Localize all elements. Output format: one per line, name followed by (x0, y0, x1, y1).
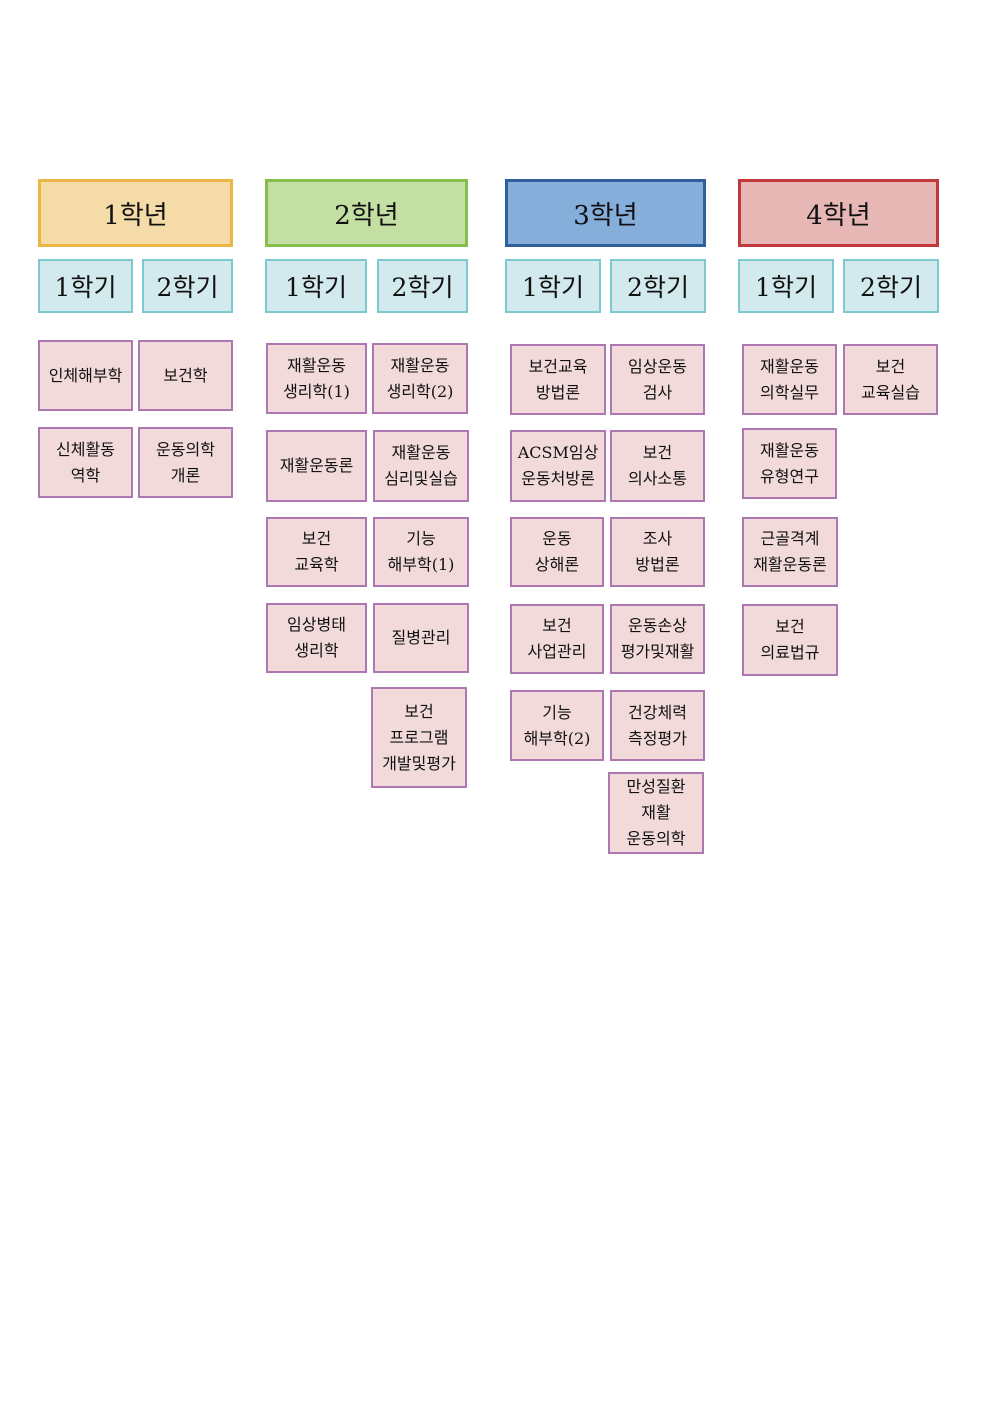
course-name-line: 상해론 (534, 555, 580, 574)
course-name-line: 생리학(1) (283, 381, 350, 401)
course-name-line: 교육학 (294, 555, 339, 574)
course-name-line: 의료법규 (760, 643, 820, 662)
course-name-line: 재활운동 (760, 440, 819, 460)
semester-header: 2학기 (142, 259, 233, 313)
semester-header: 2학기 (843, 259, 939, 313)
course-name-line: 방법론 (635, 555, 680, 574)
year-header-1: 1학년 (38, 179, 233, 247)
course-name-line: 유형연구 (760, 466, 819, 486)
course-name-line: 보건 (404, 701, 434, 721)
course-name-line: 의학실무 (760, 382, 819, 402)
course-name-line: 운동의학 (626, 829, 686, 848)
course-name-line: 재활운동 (390, 355, 450, 375)
semester-header: 1학기 (38, 259, 133, 313)
course-name-line: 의사소통 (628, 469, 687, 488)
course-name-line: 생리학 (294, 641, 339, 660)
course-name-line: 재활운동 (287, 355, 346, 375)
semester-header: 1학기 (505, 259, 601, 313)
course-name-line: 검사 (642, 382, 673, 402)
course-name-line: 운동 (542, 529, 572, 548)
course-box: 인체해부학 (38, 340, 133, 411)
course-name-line: 재활 (641, 803, 671, 822)
semester-header: 1학기 (265, 259, 367, 313)
course-name-line: 운동처방론 (521, 469, 595, 488)
course-name-line: 운동의학 (156, 439, 215, 459)
course-name-line: 사업관리 (527, 642, 587, 661)
course-name-line: 역학 (70, 465, 101, 485)
semester-header: 2학기 (610, 259, 706, 313)
course-name-line: 교육실습 (861, 382, 920, 402)
course-name-line: 보건 (301, 529, 332, 548)
course-name-line: 운동손상 (628, 616, 687, 635)
course-name-line: 보건학 (163, 365, 208, 385)
course-name-line: 임상병태 (287, 615, 346, 634)
course-name-line: 재활운동 (760, 356, 819, 376)
course-box: 재활운동론 (266, 430, 367, 502)
course-name-line: 재활운동론 (753, 555, 827, 574)
course-name-line: ACSM임상 (517, 443, 599, 462)
course-name-line: 신체활동 (56, 439, 115, 459)
course-name-line: 기능 (542, 702, 572, 722)
year-header-3: 3학년 (505, 179, 706, 247)
course-name-line: 만성질환 (626, 777, 686, 796)
course-name-line: 건강체력 (628, 702, 687, 722)
course-name-line: 해부학(2) (523, 728, 591, 748)
course-name-line: 인체해부학 (48, 365, 123, 385)
course-name-line: 기능 (406, 529, 436, 548)
course-name-line: 근골격계 (760, 529, 820, 548)
course-name-line: 보건 (642, 443, 673, 462)
semester-header: 1학기 (738, 259, 834, 313)
course-name-line: 해부학(1) (387, 555, 455, 574)
course-name-line: 개론 (170, 465, 201, 485)
course-name-line: 보건 (775, 617, 805, 636)
course-name-line: 평가및재활 (620, 642, 695, 661)
course-name-line: 재활운동론 (279, 456, 354, 475)
course-name-line: 재활운동 (391, 443, 451, 462)
semester-header: 2학기 (377, 259, 468, 313)
course-name-line: 심리및실습 (384, 469, 458, 488)
course-box: 보건학 (138, 340, 233, 411)
course-name-line: 보건 (542, 616, 572, 635)
course-name-line: 측정평가 (628, 728, 687, 748)
course-name-line: 조사 (642, 529, 673, 548)
course-name-line: 보건교육 (528, 356, 588, 376)
year-header-4: 4학년 (738, 179, 939, 247)
course-box: 질병관리 (373, 603, 469, 673)
course-name-line: 프로그램 (389, 727, 449, 747)
course-name-line: 보건 (875, 356, 906, 376)
course-name-line: 질병관리 (391, 628, 451, 647)
year-header-2: 2학년 (265, 179, 468, 247)
course-name-line: 임상운동 (628, 356, 687, 376)
course-name-line: 개발및평가 (382, 753, 456, 773)
course-name-line: 생리학(2) (386, 381, 454, 401)
course-name-line: 방법론 (535, 382, 581, 402)
